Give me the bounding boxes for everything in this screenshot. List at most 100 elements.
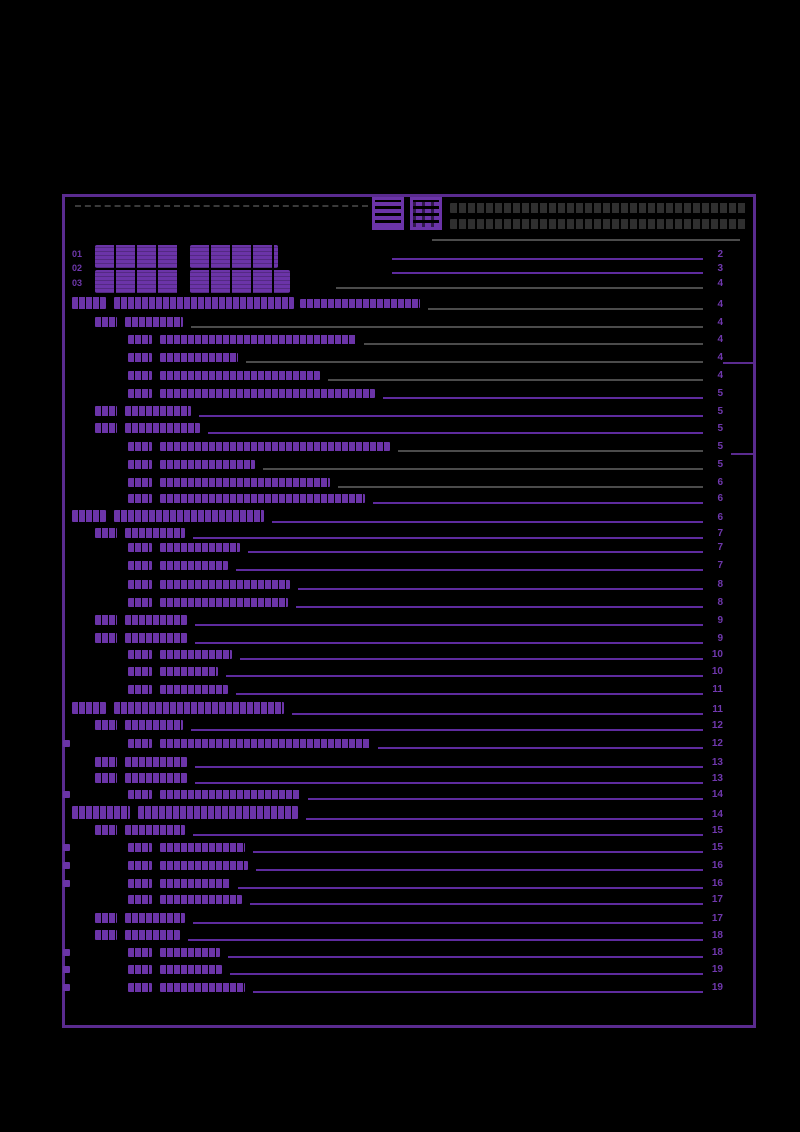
toc-row[interactable]: 11 bbox=[0, 702, 800, 717]
toc-row[interactable]: 4 bbox=[0, 297, 800, 312]
toc-row[interactable]: 6 bbox=[0, 510, 800, 525]
toc-entry-label bbox=[128, 478, 152, 487]
toc-row[interactable]: 4 bbox=[0, 353, 800, 365]
toc-row[interactable]: 5 bbox=[0, 406, 800, 419]
toc-entry-text bbox=[125, 423, 200, 433]
toc-row[interactable]: 12 bbox=[0, 720, 800, 733]
page-number: 4 bbox=[717, 370, 723, 381]
toc-entry-text bbox=[160, 650, 232, 659]
toc-row[interactable]: 4 bbox=[0, 335, 800, 347]
toc-entry-text bbox=[160, 353, 238, 362]
toc-row[interactable]: 6 bbox=[0, 478, 800, 490]
leader-line bbox=[195, 624, 703, 626]
toc-row[interactable]: 10 bbox=[0, 667, 800, 679]
toc-row[interactable]: 18 bbox=[0, 948, 800, 960]
toc-row[interactable]: 13 bbox=[0, 757, 800, 770]
toc-row[interactable]: 9 bbox=[0, 633, 800, 646]
toc-row[interactable]: 7 bbox=[0, 561, 800, 573]
leader-line bbox=[398, 450, 703, 452]
toc-entry-text bbox=[125, 406, 191, 416]
toc-entry-label bbox=[128, 843, 152, 852]
leader-line bbox=[306, 818, 703, 820]
leader-line bbox=[248, 551, 703, 553]
toc-entry-label bbox=[128, 650, 152, 659]
toc-row[interactable]: 17 bbox=[0, 913, 800, 926]
leader-line bbox=[336, 287, 703, 289]
leader-line bbox=[250, 903, 703, 905]
left-margin-tick-3 bbox=[63, 844, 70, 851]
toc-row[interactable]: 19 bbox=[0, 983, 800, 995]
big-heading-blob-1-1 bbox=[95, 245, 179, 268]
page-number: 15 bbox=[711, 842, 723, 853]
leader-line bbox=[383, 397, 703, 399]
toc-row[interactable]: 11 bbox=[0, 685, 800, 697]
toc-entry-number: 01 bbox=[72, 249, 83, 259]
big-heading-blob-2-1 bbox=[95, 270, 179, 293]
leader-line bbox=[373, 502, 703, 504]
toc-entry-text bbox=[160, 335, 356, 344]
toc-entry-label bbox=[95, 773, 117, 783]
toc-entry-text bbox=[125, 825, 185, 835]
toc-entry-label bbox=[128, 965, 152, 974]
page-number: 4 bbox=[717, 278, 723, 289]
toc-entry-text bbox=[160, 739, 370, 748]
page-number: 5 bbox=[717, 388, 723, 399]
toc-row[interactable]: 19 bbox=[0, 965, 800, 977]
toc-row[interactable]: 6 bbox=[0, 494, 800, 506]
toc-row[interactable]: 7 bbox=[0, 528, 800, 541]
toc-row[interactable]: 15 bbox=[0, 843, 800, 855]
toc-entry-label bbox=[128, 667, 152, 676]
leader-line bbox=[228, 956, 703, 958]
leader-line bbox=[193, 834, 703, 836]
leader-line bbox=[236, 569, 703, 571]
leader-line bbox=[392, 258, 703, 260]
toc-row[interactable]: 8 bbox=[0, 598, 800, 610]
toc-entry-label bbox=[128, 580, 152, 589]
leader-line bbox=[191, 729, 703, 731]
toc-entry-text bbox=[125, 615, 187, 625]
leader-line bbox=[253, 991, 703, 993]
toc-row[interactable]: 8 bbox=[0, 580, 800, 592]
toc-row[interactable]: 16 bbox=[0, 861, 800, 873]
toc-entry-text bbox=[125, 913, 185, 923]
toc-entry-label bbox=[95, 406, 117, 416]
toc-entry-label bbox=[95, 825, 117, 835]
toc-entry-text bbox=[160, 667, 218, 676]
toc-row[interactable]: 03 4 bbox=[0, 276, 800, 291]
toc-row[interactable]: 17 bbox=[0, 895, 800, 907]
toc-entry-text bbox=[160, 478, 330, 487]
toc-row[interactable]: 02 3 bbox=[0, 261, 800, 276]
toc-entry-label bbox=[128, 879, 152, 888]
toc-row[interactable]: 5 bbox=[0, 460, 800, 472]
toc-row[interactable]: 13 bbox=[0, 773, 800, 786]
toc-row[interactable]: 5 bbox=[0, 423, 800, 436]
toc-row[interactable]: 4 bbox=[0, 371, 800, 383]
leader-line bbox=[298, 588, 703, 590]
toc-row[interactable]: 4 bbox=[0, 317, 800, 330]
toc-row[interactable]: 5 bbox=[0, 442, 800, 454]
toc-row[interactable]: 12 bbox=[0, 739, 800, 751]
page-number: 15 bbox=[711, 825, 723, 836]
toc-row[interactable]: 18 bbox=[0, 930, 800, 943]
toc-entry-label bbox=[128, 598, 152, 607]
leader-line bbox=[378, 747, 703, 749]
page-number: 13 bbox=[711, 757, 723, 768]
page-number: 11 bbox=[712, 684, 723, 695]
toc-row[interactable]: 14 bbox=[0, 790, 800, 802]
toc-row[interactable]: 5 bbox=[0, 389, 800, 401]
page-number: 5 bbox=[717, 406, 723, 417]
toc-row[interactable]: 01 2 bbox=[0, 247, 800, 262]
toc-row[interactable]: 9 bbox=[0, 615, 800, 628]
toc-row[interactable]: 10 bbox=[0, 650, 800, 662]
page-number: 11 bbox=[712, 704, 723, 715]
toc-entry-text bbox=[160, 790, 300, 799]
page-number: 14 bbox=[711, 809, 723, 820]
toc-row[interactable]: 15 bbox=[0, 825, 800, 838]
page-number: 5 bbox=[717, 459, 723, 470]
left-margin-tick-6 bbox=[63, 949, 70, 956]
toc-entry-number: 03 bbox=[72, 278, 83, 288]
toc-row[interactable]: 16 bbox=[0, 879, 800, 891]
toc-row[interactable]: 14 bbox=[0, 806, 800, 822]
toc-row[interactable]: 7 bbox=[0, 543, 800, 555]
toc-entry-label bbox=[128, 543, 152, 552]
